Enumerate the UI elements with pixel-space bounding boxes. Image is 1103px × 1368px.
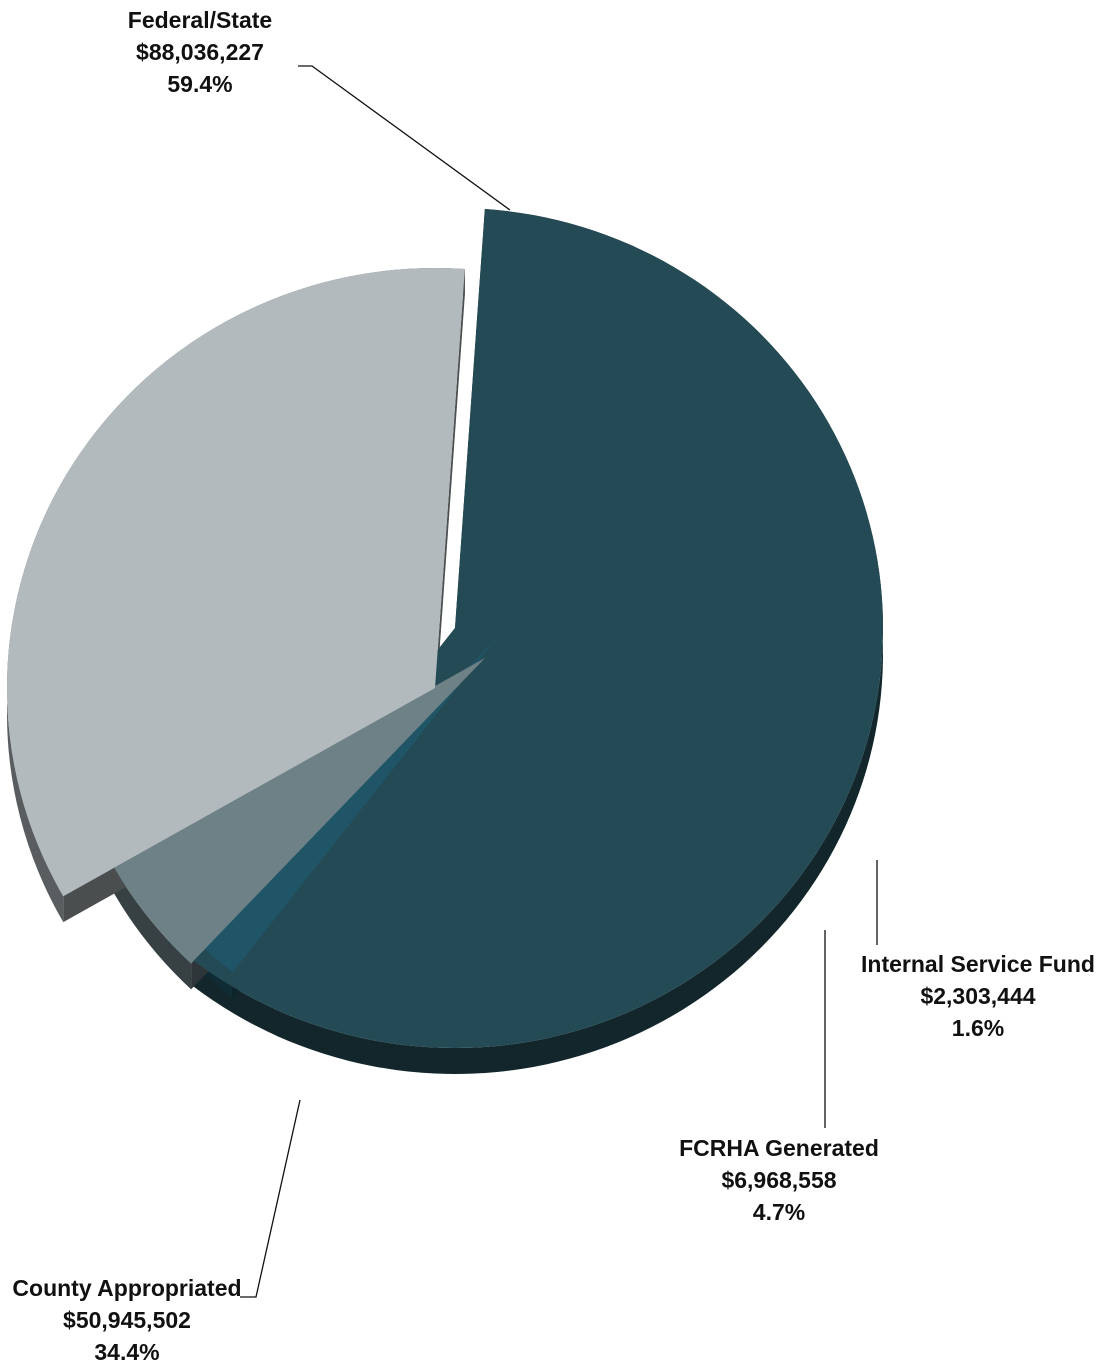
slice-percent: 34.4% bbox=[94, 1339, 160, 1365]
slice-value: $2,303,444 bbox=[920, 983, 1036, 1009]
slice-county-appropriated bbox=[7, 268, 465, 897]
slice-value: $88,036,227 bbox=[136, 39, 264, 65]
slice-label-county-appropriated: County Appropriated $50,945,502 34.4% bbox=[2, 1272, 252, 1368]
slice-side-fcrha-generated bbox=[113, 866, 192, 990]
slice-name: County Appropriated bbox=[12, 1275, 242, 1301]
slice-value: $50,945,502 bbox=[63, 1307, 191, 1333]
slice-percent: 1.6% bbox=[951, 1015, 1005, 1041]
slice-value: $6,968,558 bbox=[721, 1167, 837, 1193]
leader-line-federal-state bbox=[298, 65, 511, 211]
slice-percent: 59.4% bbox=[167, 71, 233, 97]
slice-name: Federal/State bbox=[127, 7, 273, 33]
slice-fcrha-generated bbox=[113, 658, 485, 964]
slice-label-federal-state: Federal/State $88,036,227 59.4% bbox=[90, 4, 310, 100]
slice-name: Internal Service Fund bbox=[861, 951, 1095, 977]
slice-percent: 4.7% bbox=[752, 1199, 806, 1225]
slice-label-fcrha-generated: FCRHA Generated $6,968,558 4.7% bbox=[669, 1132, 889, 1228]
pie-tops bbox=[7, 209, 884, 1049]
slice-label-internal-service-fund: Internal Service Fund $2,303,444 1.6% bbox=[858, 948, 1098, 1044]
leader-line-county-appropriated bbox=[240, 1099, 301, 1298]
slice-edge-county-appropriated-1 bbox=[435, 269, 465, 714]
slice-federal-state bbox=[192, 209, 884, 1049]
leader-lines bbox=[240, 65, 878, 1298]
slice-name: FCRHA Generated bbox=[679, 1135, 879, 1161]
